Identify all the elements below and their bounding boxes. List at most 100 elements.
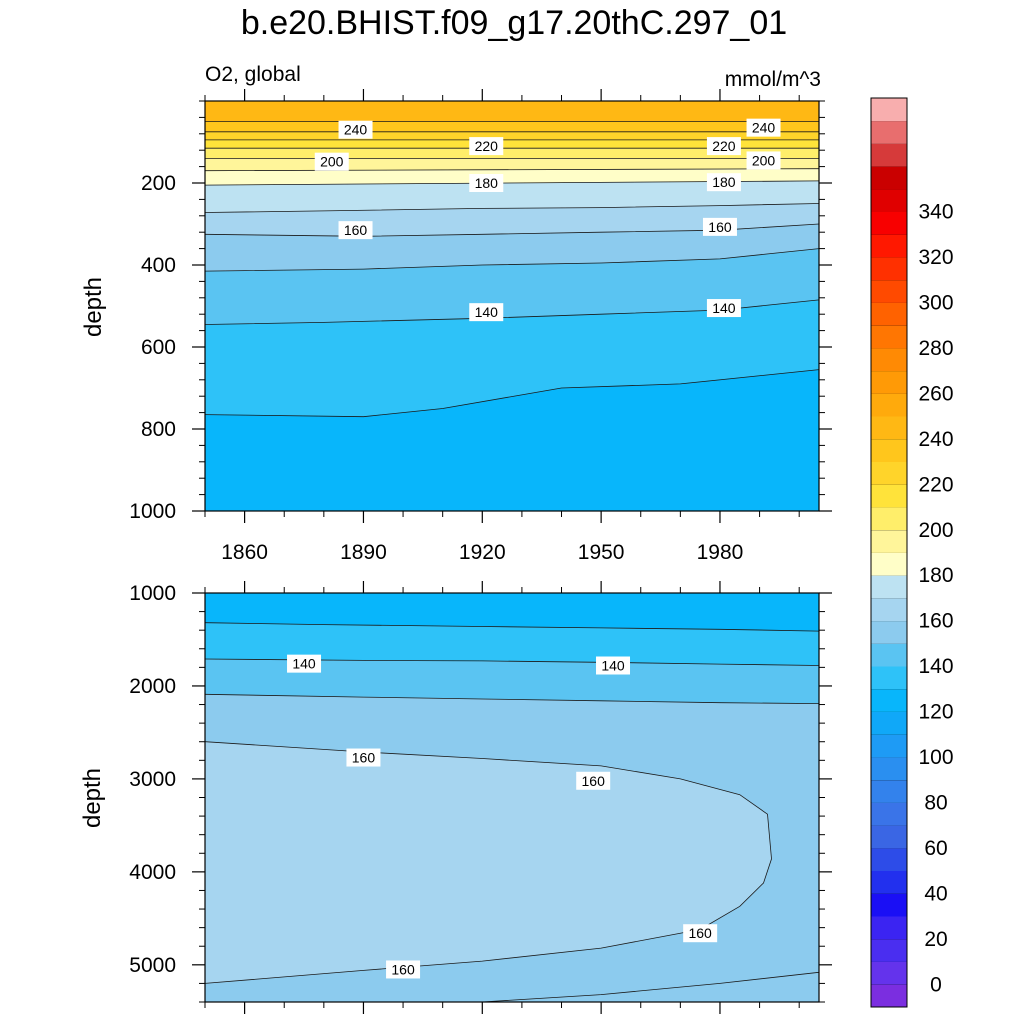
contour-line — [482, 971, 819, 1002]
colorbar-box — [871, 234, 907, 258]
svg-text:160: 160 — [352, 750, 376, 766]
colorbar-box — [871, 370, 907, 394]
contour-label: 160 — [576, 771, 611, 790]
contour-label: 240 — [338, 120, 373, 139]
contour-label: 160 — [683, 924, 718, 943]
x-tick-label: 1980 — [697, 541, 744, 564]
x-tick-label: 1890 — [340, 541, 387, 564]
contour-line — [205, 168, 819, 172]
y-tick-label: 3000 — [129, 768, 176, 791]
contour-label: 240 — [746, 118, 781, 137]
colorbar-box — [871, 211, 907, 235]
colorbar-box — [871, 348, 907, 372]
colorbar-box — [871, 120, 907, 144]
colorbar-box — [871, 711, 907, 735]
colorbar-box — [871, 98, 907, 122]
colorbar-box — [871, 620, 907, 644]
contour-line — [205, 741, 772, 984]
colorbar-box — [871, 757, 907, 781]
svg-text:160: 160 — [708, 219, 732, 235]
contour-label: 140 — [596, 656, 631, 675]
contour-label: 140 — [287, 654, 322, 673]
x-tick-label: 1950 — [578, 541, 625, 564]
svg-text:140: 140 — [712, 300, 736, 316]
colorbar-box — [871, 643, 907, 667]
contour-line — [205, 369, 819, 418]
contour-line — [205, 248, 819, 272]
colorbar-label: 20 — [924, 928, 947, 951]
colorbar-box — [871, 688, 907, 712]
contour-label: 160 — [338, 221, 373, 240]
y-tick-label: 200 — [141, 172, 176, 195]
contour-line — [205, 203, 819, 213]
colorbar-box — [871, 916, 907, 940]
colorbar-label: 160 — [918, 610, 953, 633]
y-tick-label: 1000 — [129, 500, 176, 523]
colorbar-label: 240 — [918, 428, 953, 451]
svg-text:160: 160 — [391, 961, 415, 977]
svg-text:180: 180 — [712, 174, 736, 190]
colorbar-box — [871, 257, 907, 281]
svg-text:200: 200 — [320, 154, 344, 170]
svg-text:220: 220 — [712, 138, 736, 154]
svg-text:240: 240 — [344, 122, 368, 138]
plot-frame — [204, 100, 820, 512]
colorbar-box — [871, 166, 907, 190]
colorbar-label: 280 — [918, 337, 953, 360]
colorbar-box — [871, 143, 907, 167]
lower-ylabel: depth — [79, 768, 106, 828]
contour-label: 140 — [706, 299, 741, 318]
colorbar-label: 180 — [918, 564, 953, 587]
colorbar-box — [871, 484, 907, 508]
x-tick-label: 1860 — [221, 541, 268, 564]
colorbar-box — [871, 802, 907, 826]
colorbar-box — [871, 507, 907, 531]
y-tick-label: 600 — [141, 336, 176, 359]
colorbar-label: 220 — [918, 473, 953, 496]
y-tick-label: 1000 — [129, 582, 176, 605]
contour-line — [205, 693, 819, 704]
colorbar-label: 100 — [918, 746, 953, 769]
svg-text:240: 240 — [752, 120, 776, 136]
colorbar: 0 20 40 60 80 100 120 140 160 180 200 220 240 260 280 3… — [870, 97, 954, 1008]
x-tick-label: 1920 — [459, 541, 506, 564]
colorbar-box — [871, 666, 907, 690]
contour-line — [205, 622, 819, 632]
svg-text:160: 160 — [344, 222, 368, 238]
y-tick-label: 800 — [141, 418, 176, 441]
svg-text:200: 200 — [752, 152, 776, 168]
y-tick-label: 2000 — [129, 675, 176, 698]
colorbar-box — [871, 188, 907, 212]
contour-label: 160 — [702, 217, 737, 236]
colorbar-label: 40 — [924, 882, 947, 905]
colorbar-box — [871, 302, 907, 326]
contour-fill-band — [205, 101, 819, 122]
colorbar-box — [871, 552, 907, 576]
contour-label: 220 — [706, 137, 741, 156]
colorbar-box — [871, 438, 907, 462]
colorbar-label: 340 — [918, 201, 953, 224]
colorbar-box — [871, 825, 907, 849]
y-tick-label: 4000 — [129, 861, 176, 884]
colorbar-box — [871, 575, 907, 599]
contour-label: 160 — [346, 748, 381, 767]
contour-label: 220 — [469, 137, 504, 156]
colorbar-box — [871, 984, 907, 1008]
colorbar-label: 260 — [918, 382, 953, 405]
svg-text:160: 160 — [582, 773, 606, 789]
colorbar-label: 0 — [930, 973, 942, 996]
contour-label: 140 — [469, 303, 504, 322]
svg-text:220: 220 — [475, 138, 499, 154]
contour-line — [205, 658, 819, 666]
svg-text:140: 140 — [601, 658, 625, 674]
colorbar-box — [871, 393, 907, 417]
colorbar-frame — [870, 97, 908, 1008]
colorbar-box — [871, 734, 907, 758]
colorbar-box — [871, 938, 907, 962]
contour-label: 180 — [469, 174, 504, 192]
upper-panel: 240 240 220 220 200 200 180 180 160 160 140 140 1860… — [129, 89, 832, 564]
colorbar-label: 60 — [924, 837, 947, 860]
colorbar-label: 140 — [918, 655, 953, 678]
colorbar-box — [871, 870, 907, 894]
